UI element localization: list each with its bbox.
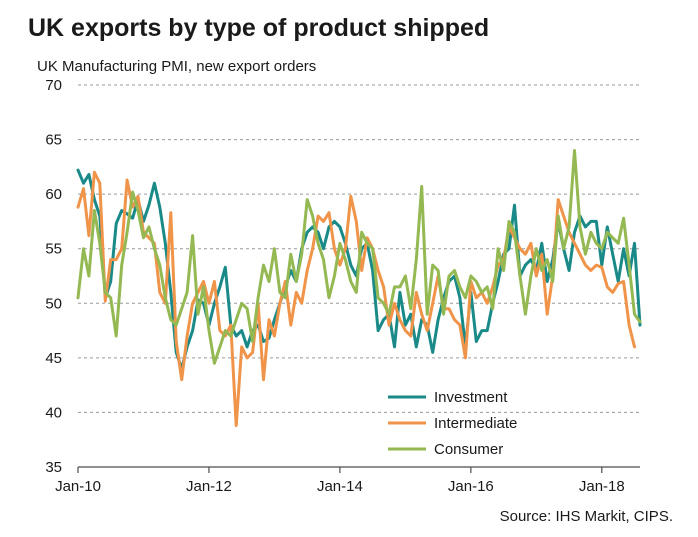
series-line-intermediate [76,170,636,427]
y-tick-label-45: 45 [45,350,62,367]
x-tick-label-Jan-10: Jan-10 [55,478,101,495]
chart-title: UK exports by type of product shipped [28,14,490,42]
series-lines [76,149,642,427]
x-tick-label-Jan-18: Jan-18 [579,478,625,495]
x-tick-label-Jan-12: Jan-12 [186,478,232,495]
y-tick-label-60: 60 [45,186,62,203]
y-tick-label-70: 70 [45,77,62,94]
y-tick-label-55: 55 [45,241,62,258]
chart-subtitle: UK Manufacturing PMI, new export orders [37,58,317,75]
y-tick-label-65: 65 [45,132,62,149]
source-note: Source: IHS Markit, CIPS. [499,508,673,525]
legend-label-investment: Investment [434,389,508,406]
series-line-consumer [76,149,642,365]
x-tick-label-Jan-16: Jan-16 [448,478,494,495]
legend: Investment Intermediate Consumer [388,389,517,458]
x-tick-label-Jan-14: Jan-14 [317,478,363,495]
x-axis: Jan-10 Jan-12 Jan-14 Jan-16 Jan-18 [55,466,640,495]
legend-label-intermediate: Intermediate [434,415,517,432]
y-tick-label-35: 35 [45,459,62,476]
legend-label-consumer: Consumer [434,441,503,458]
y-tick-label-40: 40 [45,404,62,421]
y-tick-label-50: 50 [45,295,62,312]
y-axis: 35 40 45 50 55 60 65 70 [45,77,62,476]
